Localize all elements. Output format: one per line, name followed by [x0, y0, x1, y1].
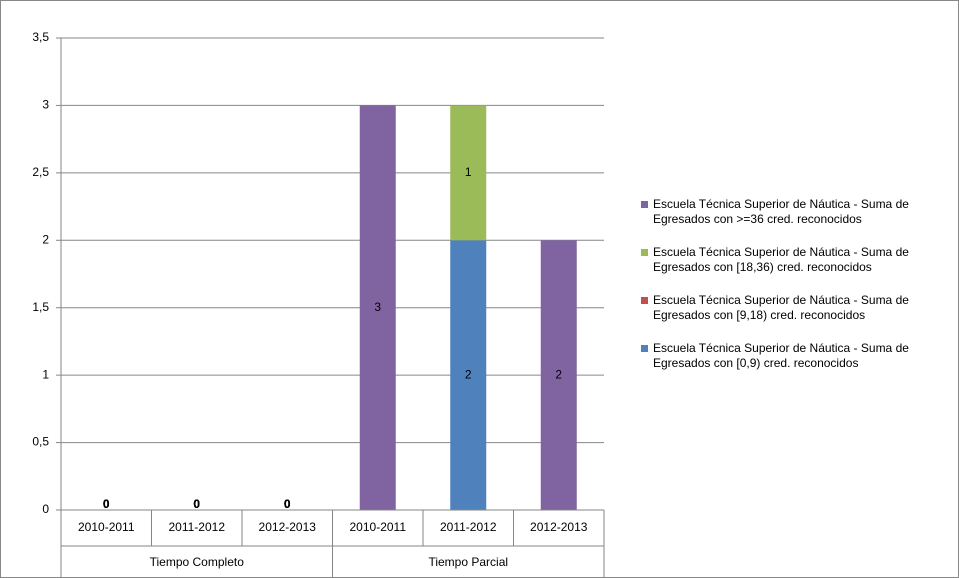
data-label: 0 — [284, 497, 291, 511]
group-label: Tiempo Parcial — [428, 555, 508, 569]
legend-label: Escuela Técnica Superior de Náutica - Su… — [653, 245, 909, 274]
legend-swatch — [641, 201, 648, 208]
data-label: 0 — [103, 497, 110, 511]
bar — [450, 240, 487, 511]
data-label: 0 — [103, 497, 110, 511]
legend-swatch — [641, 297, 648, 304]
data-label: 0 — [284, 497, 291, 511]
legend-item: Escuela Técnica Superior de Náutica - Su… — [641, 245, 941, 275]
y-tick-label: 0,5 — [32, 435, 49, 449]
data-label: 2 — [465, 367, 472, 381]
y-tick-label: 2 — [42, 232, 49, 246]
y-tick-label: 1,5 — [32, 300, 49, 314]
data-label: 0 — [193, 497, 200, 511]
data-label: 0 — [193, 497, 200, 511]
data-label: 0 — [193, 497, 200, 511]
data-label: 0 — [284, 497, 291, 511]
y-tick-label: 0 — [42, 502, 49, 516]
bar — [540, 240, 577, 511]
bar — [450, 105, 487, 241]
legend-swatch — [641, 345, 648, 352]
legend-swatch — [641, 249, 648, 256]
y-tick-label: 1 — [42, 367, 49, 381]
x-tick-label: 2010-2011 — [350, 520, 407, 534]
data-label: 3 — [374, 300, 381, 314]
legend: Escuela Técnica Superior de Náutica - Su… — [641, 197, 941, 389]
x-tick-label: 2010-2011 — [78, 520, 135, 534]
bar — [359, 105, 396, 510]
legend-label: Escuela Técnica Superior de Náutica - Su… — [653, 341, 909, 370]
data-label: 1 — [465, 165, 472, 179]
x-tick-label: 2011-2012 — [440, 520, 497, 534]
legend-label: Escuela Técnica Superior de Náutica - Su… — [653, 197, 909, 226]
y-tick-label: 2,5 — [32, 165, 49, 179]
legend-item: Escuela Técnica Superior de Náutica - Su… — [641, 197, 941, 227]
legend-label: Escuela Técnica Superior de Náutica - Su… — [653, 293, 909, 322]
legend-item: Escuela Técnica Superior de Náutica - Su… — [641, 293, 941, 323]
data-label: 0 — [103, 497, 110, 511]
x-tick-label: 2012-2013 — [259, 520, 317, 534]
data-label: 0 — [284, 497, 291, 511]
group-label: Tiempo Completo — [150, 555, 245, 569]
x-tick-label: 2011-2012 — [169, 520, 226, 534]
data-label: 0 — [103, 497, 110, 511]
data-label: 0 — [193, 497, 200, 511]
y-tick-label: 3,5 — [32, 30, 49, 44]
legend-item: Escuela Técnica Superior de Náutica - Su… — [641, 341, 941, 371]
x-tick-label: 2012-2013 — [530, 520, 588, 534]
y-tick-label: 3 — [42, 98, 49, 112]
data-label: 2 — [555, 367, 562, 381]
